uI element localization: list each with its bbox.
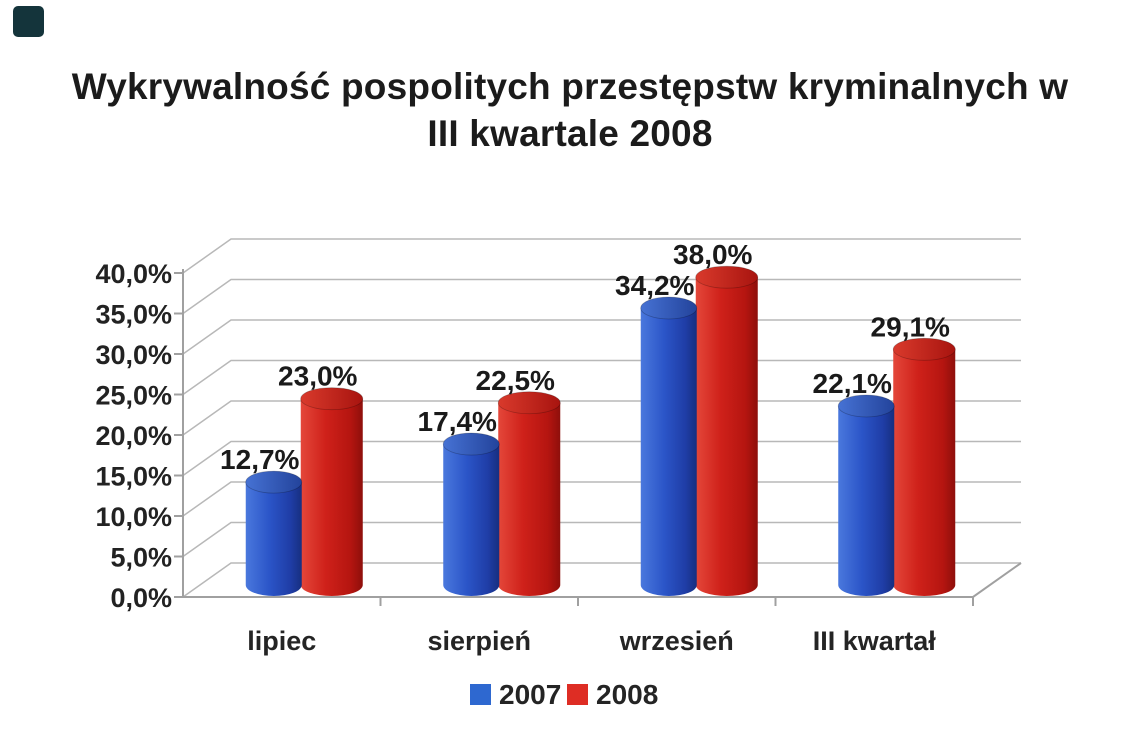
value-label-2007-0: 12,7% xyxy=(220,444,299,475)
y-axis-label: 0,0% xyxy=(110,583,172,613)
legend-label-2008: 2008 xyxy=(596,679,658,710)
y-axis-label: 20,0% xyxy=(95,421,172,451)
value-label-2007-1: 17,4% xyxy=(418,406,497,437)
bar-2008-2-top xyxy=(695,265,759,289)
value-label-2008-3: 29,1% xyxy=(871,311,950,342)
y-axis-label: 15,0% xyxy=(95,462,172,492)
bar-2008-0-top xyxy=(300,387,364,411)
x-axis-label-3: III kwartał xyxy=(813,626,937,656)
bar-2007-0-top xyxy=(245,470,303,494)
value-label-2008-0: 23,0% xyxy=(278,361,357,392)
bar-2007-1-body xyxy=(443,444,500,596)
x-axis-label-1: sierpień xyxy=(427,626,531,656)
value-label-2008-1: 22,5% xyxy=(476,365,555,396)
bar-2007-3-top xyxy=(837,394,895,418)
legend-swatch-2007 xyxy=(470,684,491,705)
bar-2008-3-body xyxy=(893,349,956,596)
y-axis-label: 5,0% xyxy=(110,543,172,573)
y-axis-label: 25,0% xyxy=(95,381,172,411)
bar-2008-1-body xyxy=(498,402,561,596)
bar-2007-2-top xyxy=(640,296,698,320)
chart-title-line1: Wykrywalność pospolitych przestępstw kry… xyxy=(71,66,1069,107)
y-axis-label: 30,0% xyxy=(95,340,172,370)
value-label-2007-3: 22,1% xyxy=(813,368,892,399)
bar-2007-2-body xyxy=(640,307,697,596)
bar-2007-0-body xyxy=(245,482,302,596)
bar-2007-3-body xyxy=(838,405,895,596)
y-axis-label: 10,0% xyxy=(95,502,172,532)
legend-label-2007: 2007 xyxy=(499,679,561,710)
bar-2008-0-body xyxy=(300,398,363,596)
value-label-2008-2: 38,0% xyxy=(673,239,752,270)
x-axis-label-0: lipiec xyxy=(247,626,316,656)
chart-title: Wykrywalność pospolitych przestępstw kry… xyxy=(0,64,1140,157)
corner-mark xyxy=(13,6,44,37)
gridline-35,0% xyxy=(182,278,1021,315)
legend-swatch-2008 xyxy=(567,684,588,705)
bar-2008-2-body xyxy=(695,277,758,596)
x-axis-label-2: wrzesień xyxy=(619,626,734,656)
bar-2008-3-top xyxy=(892,337,956,361)
bar-2007-1-top xyxy=(442,432,500,456)
gridline-40,0% xyxy=(182,238,1021,274)
y-axis-label: 40,0% xyxy=(95,259,172,289)
value-label-2007-2: 34,2% xyxy=(615,270,694,301)
bar-2008-1-top xyxy=(497,391,561,415)
chart-title-line2: III kwartale 2008 xyxy=(427,112,713,154)
y-axis-label: 35,0% xyxy=(95,300,172,330)
